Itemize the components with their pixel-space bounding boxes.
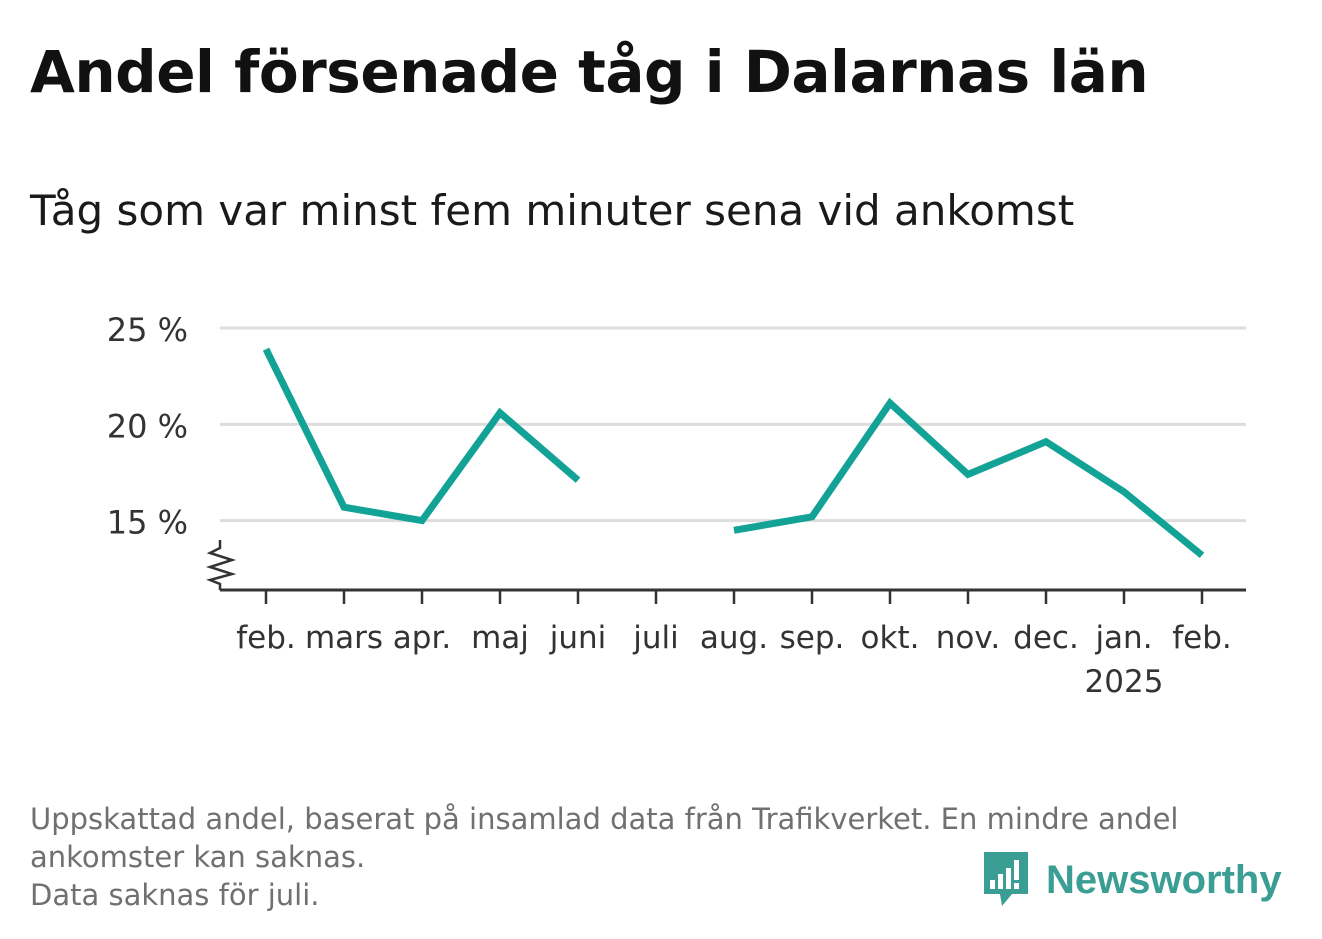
x-year-label: 2025 xyxy=(1085,664,1164,700)
x-tick-label: feb. xyxy=(1172,620,1232,656)
chart-subtitle: Tåg som var minst fem minuter sena vid a… xyxy=(30,186,1075,235)
x-tick-label: mars xyxy=(305,620,383,656)
x-tick-label: maj xyxy=(471,620,529,656)
x-tick-label: juni xyxy=(549,620,607,656)
footnote: Uppskattad andel, baserat på insamlad da… xyxy=(30,800,1290,914)
line-chart: 15 %20 %25 % feb. mars apr. maj juni juli aug.… xyxy=(107,311,1246,700)
x-tick-label: juli xyxy=(632,620,679,656)
x-tick-label: sep. xyxy=(780,620,845,656)
series-line-segment xyxy=(733,397,1205,559)
x-tick-label: feb. xyxy=(236,620,296,656)
axis-break-marker xyxy=(205,540,237,590)
newsworthy-chart-bubble-icon xyxy=(984,852,1028,906)
footnote-source: Uppskattad andel, baserat på insamlad da… xyxy=(30,802,1179,874)
x-tick-label: nov. xyxy=(936,620,1000,656)
x-tick-label: jan. xyxy=(1094,620,1152,656)
newsworthy-logo: Newsworthy xyxy=(980,850,1282,910)
gridlines xyxy=(220,326,1246,523)
x-tick-label: apr. xyxy=(393,620,451,656)
logo-text: Newsworthy xyxy=(1046,857,1282,902)
y-tick-label: 20 % xyxy=(107,407,188,445)
x-tick-label: okt. xyxy=(861,620,920,656)
x-tick-label: aug. xyxy=(700,620,768,656)
chart-title: Andel försenade tåg i Dalarnas län xyxy=(30,38,1149,106)
footnote-missing-data: Data saknas för juli. xyxy=(30,878,320,912)
y-tick-label: 25 % xyxy=(107,311,188,349)
y-tick-label: 15 % xyxy=(107,504,188,542)
y-axis-tick-labels: 15 % 20 % 25 % xyxy=(107,311,188,542)
x-tick-label: dec. xyxy=(1013,620,1079,656)
series-lines xyxy=(262,347,1205,559)
x-axis xyxy=(205,540,1246,604)
series-line-segment xyxy=(262,347,581,525)
x-axis-tick-labels: feb. mars apr. maj juni juli aug. sep. okt. nov. d… xyxy=(236,620,1232,700)
